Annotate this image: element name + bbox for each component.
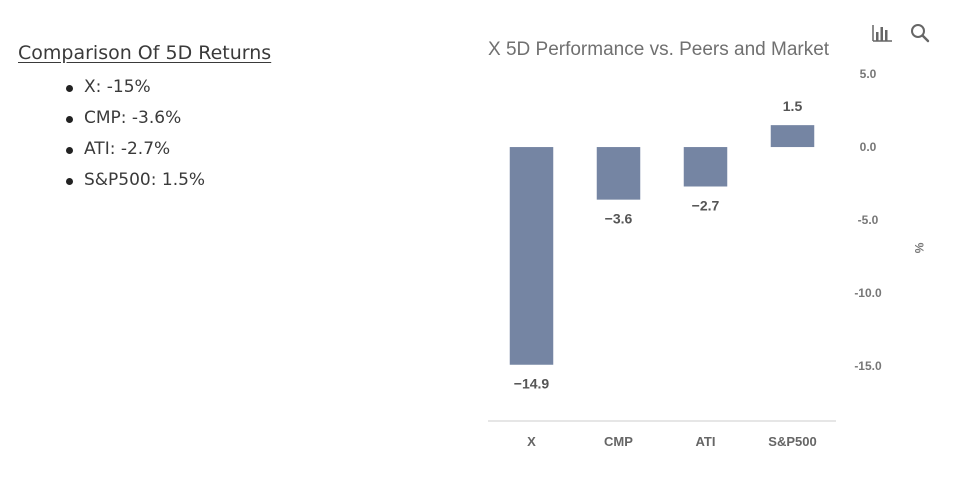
y-tick-label: -15.0 (854, 359, 882, 373)
search-icon[interactable] (908, 22, 932, 44)
data-label: 1.5 (783, 98, 803, 114)
summary-item: CMP: -3.6% (66, 103, 271, 134)
y-axis-label: % (912, 243, 926, 254)
summary-list: X: -15% CMP: -3.6% ATI: -2.7% S&P500: 1.… (18, 72, 271, 196)
x-tick-label: X (527, 434, 536, 449)
chart-toolbar (870, 22, 932, 44)
x-tick-label: ATI (696, 434, 716, 449)
returns-summary: Comparison Of 5D Returns X: -15% CMP: -3… (18, 42, 271, 196)
y-tick-label: -10.0 (854, 286, 882, 300)
summary-item: ATI: -2.7% (66, 134, 271, 165)
bar (509, 147, 554, 365)
y-tick-label: 0.0 (860, 140, 877, 154)
chart-title: X 5D Performance vs. Peers and Market (488, 39, 830, 60)
summary-item: X: -15% (66, 72, 271, 103)
bar (596, 147, 641, 200)
bar (683, 147, 728, 187)
data-label: −3.6 (605, 211, 633, 227)
x-tick-label: S&P500 (768, 434, 816, 449)
summary-title: Comparison Of 5D Returns (18, 42, 272, 64)
data-label: −14.9 (514, 376, 550, 392)
y-tick-label: 5.0 (860, 67, 877, 81)
y-tick-label: -5.0 (858, 213, 879, 227)
data-label: −2.7 (692, 198, 720, 214)
bar (770, 125, 815, 148)
x-tick-label: CMP (604, 434, 633, 449)
bar-chart-icon[interactable] (870, 22, 894, 44)
summary-item: S&P500: 1.5% (66, 165, 271, 196)
